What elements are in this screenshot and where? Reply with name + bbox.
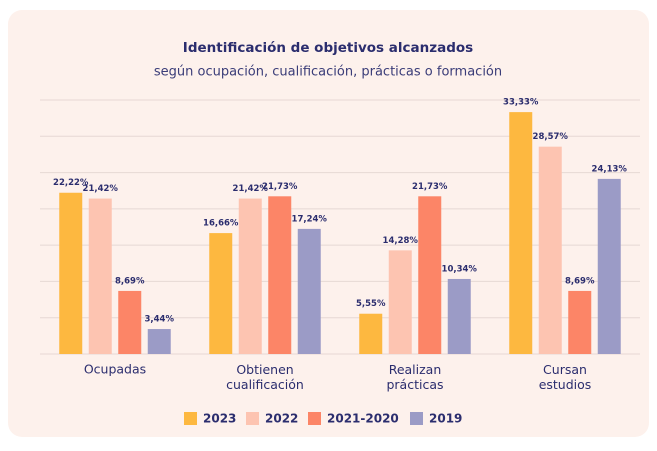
x-tick-label: Obtienen cualificación xyxy=(226,362,304,392)
bar xyxy=(538,146,562,354)
x-tick-label: Ocupadas xyxy=(84,362,146,377)
bar xyxy=(597,178,621,354)
value-label: 10,34% xyxy=(442,264,478,274)
legend-label: 2023 xyxy=(203,412,236,426)
bar xyxy=(568,290,592,354)
value-label: 8,69% xyxy=(565,276,595,286)
bar xyxy=(418,196,442,354)
bar xyxy=(359,313,383,354)
x-tick-label: Realizan prácticas xyxy=(386,362,443,392)
legend-swatch xyxy=(308,412,321,425)
legend-label: 2022 xyxy=(265,412,298,426)
bar xyxy=(388,250,412,354)
value-label: 21,73% xyxy=(262,182,298,192)
value-label: 21,42% xyxy=(83,184,119,194)
chart-subtitle: según ocupación, cualificación, práctica… xyxy=(154,65,502,80)
bar xyxy=(118,290,142,354)
bar xyxy=(88,198,112,354)
legend-swatch xyxy=(184,412,197,425)
value-label: 8,69% xyxy=(115,276,145,286)
legend-label: 2019 xyxy=(429,412,462,426)
value-label: 3,44% xyxy=(145,315,175,325)
legend-swatch xyxy=(410,412,423,425)
bar xyxy=(209,233,233,354)
bar xyxy=(297,228,321,354)
value-label: 5,55% xyxy=(356,299,386,309)
chart-title: Identificación de objetivos alcanzados xyxy=(183,40,473,56)
bar xyxy=(238,198,262,354)
bar xyxy=(447,278,471,354)
bar xyxy=(59,192,83,354)
value-label: 28,57% xyxy=(533,132,569,142)
legend-swatch xyxy=(246,412,259,425)
x-tick-label: Cursan estudios xyxy=(539,362,592,392)
value-label: 24,13% xyxy=(592,164,628,174)
value-label: 16,66% xyxy=(203,219,239,229)
bar xyxy=(509,112,533,354)
legend-label: 2021-2020 xyxy=(327,412,399,426)
value-label: 21,73% xyxy=(412,182,448,192)
bar xyxy=(268,196,292,354)
bar xyxy=(147,329,171,354)
value-label: 14,28% xyxy=(383,236,419,246)
value-label: 21,42% xyxy=(233,184,269,194)
value-label: 22,22% xyxy=(53,178,89,188)
value-label: 33,33% xyxy=(503,98,539,108)
value-label: 17,24% xyxy=(292,214,328,224)
